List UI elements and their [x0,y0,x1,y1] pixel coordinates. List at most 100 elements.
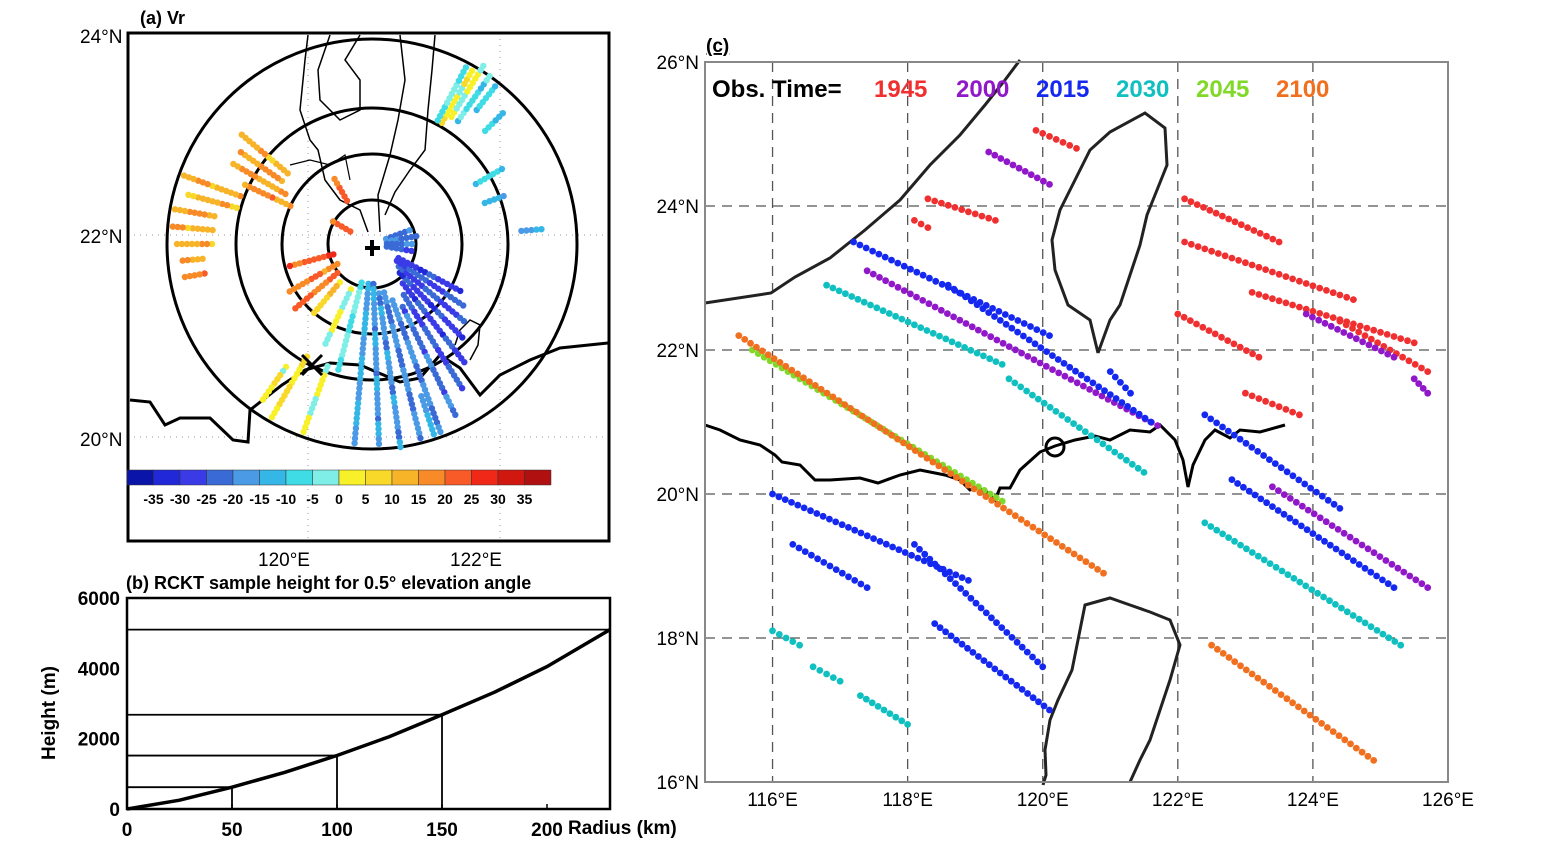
obs-point [1219,650,1227,657]
obs-point [1029,653,1036,661]
vr-point [382,334,389,342]
obs-point [1286,514,1294,522]
vr-point [189,225,196,232]
obs-point [1296,411,1303,419]
obs-point [1007,677,1015,685]
panel-c-tick-labels: 116°E 118°E 120°E 122°E 124°E 126°E 16°N 18°N 20… [657,53,1474,811]
panel-b-ylabel: Height (m) [39,666,60,760]
obs-point [1314,589,1321,597]
colorbar-segment [232,469,260,486]
obs-point [1237,662,1244,670]
obs-point [1014,317,1022,324]
obs-point [1336,505,1344,512]
obs-point [1140,469,1148,476]
obs-point [901,549,909,556]
obs-point [1352,744,1360,752]
y-tick-label: 4000 [78,659,120,680]
obs-point [1248,392,1256,400]
obs-point [1321,537,1328,545]
vr-point [397,357,405,364]
vr-point [460,317,468,325]
obs-point [1095,383,1103,391]
obs-point [1370,326,1378,334]
obs-point [1320,593,1327,601]
vr-point [405,386,412,393]
radar-site-marker [365,240,380,256]
obs-point [1266,456,1273,463]
obs-point [1221,252,1229,260]
obs-point [860,298,868,306]
obs-point [842,290,849,298]
obs-point [794,501,802,509]
obs-point [1269,235,1277,243]
obs-point [1303,526,1311,534]
obs-point [1364,752,1372,760]
obs-point [823,389,831,397]
storm-center-marker-c [1044,436,1066,458]
obs-point [947,632,955,640]
vr-point [208,240,216,248]
vr-point [388,379,395,386]
legend-label: Obs. Time= [712,76,842,103]
obs-point [1406,572,1414,580]
obs-point [1060,360,1068,367]
obs-point [1302,582,1310,590]
obs-point [1266,682,1273,690]
obs-point [1058,412,1066,419]
obs-point [924,195,932,203]
vr-point [345,327,352,335]
obs-point [1224,337,1232,344]
vr-point [268,414,276,421]
obs-point [769,627,776,635]
obs-point [967,297,975,305]
vr-point [385,359,392,366]
vr-point [339,351,346,359]
obs-point [1243,545,1250,553]
obs-point [919,297,927,304]
obs-point [953,474,960,481]
vr-point [201,211,208,218]
colorbar-tick-label: -20 [223,491,243,507]
obs-point [1275,297,1283,305]
vr-point [306,257,313,264]
series-2015 [769,238,1398,714]
obs-point [841,401,849,408]
obs-point [1237,541,1244,549]
obs-point [1255,263,1263,271]
obs-point [991,151,999,159]
vr-point [402,376,410,383]
panel-c-title: (c) [706,36,729,57]
obs-point [1302,280,1310,287]
vr-point [184,256,191,264]
obs-point [958,574,966,581]
vr-point [403,246,410,254]
colorbar-tick-label: -15 [249,491,269,507]
vr-point [341,342,348,349]
vr-point [363,300,370,307]
obs-point [1018,686,1026,693]
obs-point [1230,340,1238,348]
obs-point [1087,432,1095,440]
obs-point [1316,284,1324,292]
obs-point [996,669,1004,677]
obs-point [1036,359,1044,367]
obs-point [770,355,778,362]
obs-point [775,493,783,501]
obs-point [1100,569,1107,577]
obs-point [1282,299,1290,307]
obs-point [1256,230,1264,237]
obs-point [965,208,972,216]
obs-point [1101,387,1108,395]
obs-point [929,458,937,466]
obs-point [845,573,852,581]
vr-point [241,181,249,188]
obs-point [1282,273,1290,280]
vr-point [422,407,430,414]
vr-point [360,335,367,342]
obs-point [1262,266,1269,273]
obs-point [962,293,969,301]
colorbar-segment [312,469,340,486]
vr-point [396,352,403,359]
obs-point [1269,503,1276,510]
obs-point [993,619,1000,627]
